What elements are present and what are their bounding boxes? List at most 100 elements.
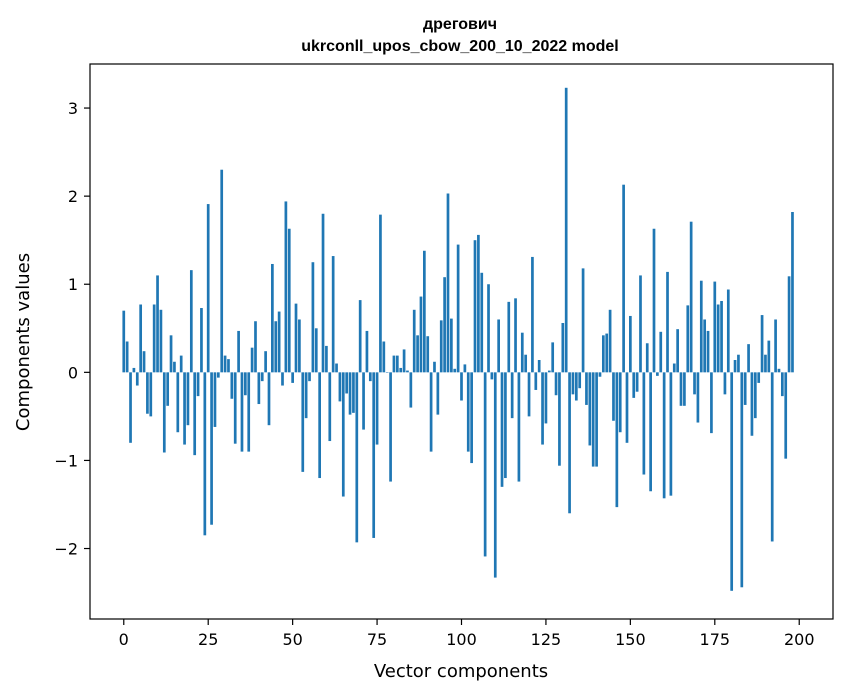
bar bbox=[395, 355, 399, 373]
bar bbox=[551, 342, 555, 373]
bar bbox=[304, 372, 308, 419]
bar bbox=[162, 372, 166, 453]
bar bbox=[473, 240, 477, 373]
bar bbox=[737, 354, 740, 373]
bar bbox=[419, 296, 423, 373]
bar bbox=[669, 372, 673, 496]
bar bbox=[537, 360, 541, 373]
bar bbox=[328, 372, 332, 442]
bar bbox=[710, 372, 713, 434]
bar bbox=[352, 372, 355, 413]
bar bbox=[460, 372, 463, 401]
bar bbox=[774, 319, 777, 373]
bar bbox=[318, 372, 321, 479]
bar bbox=[683, 372, 686, 406]
bar bbox=[676, 329, 679, 373]
bar bbox=[504, 372, 507, 479]
bar bbox=[423, 250, 426, 373]
bar bbox=[149, 372, 153, 417]
bar bbox=[480, 272, 484, 373]
bar bbox=[723, 372, 727, 395]
bar bbox=[189, 270, 193, 373]
bar bbox=[477, 234, 480, 373]
bar bbox=[666, 271, 669, 373]
bar bbox=[325, 345, 328, 373]
bar bbox=[645, 343, 649, 373]
bar bbox=[237, 330, 240, 373]
bar bbox=[612, 372, 615, 421]
bar bbox=[726, 289, 730, 373]
bar bbox=[375, 372, 379, 445]
bar bbox=[541, 372, 544, 445]
bar bbox=[335, 363, 338, 373]
bar bbox=[406, 370, 409, 373]
bar bbox=[578, 372, 582, 389]
bar bbox=[629, 315, 632, 373]
bar bbox=[787, 276, 791, 373]
bar bbox=[703, 319, 707, 373]
bar bbox=[230, 372, 234, 399]
bar bbox=[547, 370, 551, 373]
bar bbox=[591, 372, 595, 467]
bar bbox=[139, 304, 143, 373]
y-tick-label: 0 bbox=[68, 363, 78, 382]
bar bbox=[233, 372, 237, 444]
bar bbox=[206, 204, 210, 373]
y-tick-label: 2 bbox=[68, 187, 78, 206]
bar bbox=[132, 367, 136, 373]
bar bbox=[254, 321, 257, 373]
bar bbox=[500, 372, 504, 487]
bar bbox=[571, 372, 575, 395]
bar bbox=[247, 372, 251, 452]
bar bbox=[240, 372, 244, 452]
bar bbox=[122, 310, 126, 373]
bar bbox=[298, 319, 301, 373]
x-tick-label: 50 bbox=[282, 630, 302, 649]
bar bbox=[767, 340, 771, 373]
bar bbox=[392, 355, 396, 373]
bar bbox=[271, 263, 274, 373]
bar bbox=[260, 372, 264, 382]
x-tick-label: 125 bbox=[531, 630, 562, 649]
y-tick-label: −1 bbox=[54, 451, 78, 470]
bar bbox=[338, 372, 342, 402]
bar bbox=[186, 372, 190, 426]
bar bbox=[426, 336, 430, 373]
bar bbox=[733, 360, 737, 373]
bar bbox=[791, 212, 794, 373]
bar bbox=[693, 372, 696, 395]
bar bbox=[382, 341, 386, 373]
bar bbox=[497, 319, 500, 373]
bar bbox=[757, 372, 761, 383]
bar bbox=[183, 372, 186, 445]
bar bbox=[510, 372, 514, 419]
bar bbox=[216, 372, 220, 378]
bar bbox=[443, 277, 446, 373]
bar bbox=[750, 372, 754, 436]
bar bbox=[699, 280, 703, 373]
bar bbox=[656, 372, 659, 376]
bar bbox=[308, 372, 311, 382]
x-tick-label: 75 bbox=[367, 630, 387, 649]
bar bbox=[615, 372, 619, 508]
bar bbox=[291, 372, 294, 383]
bar bbox=[747, 344, 750, 373]
bar bbox=[463, 364, 467, 373]
bar bbox=[379, 214, 382, 373]
bar bbox=[625, 372, 629, 443]
bar bbox=[250, 347, 254, 373]
bar bbox=[466, 372, 470, 452]
bar bbox=[412, 309, 416, 373]
bar bbox=[588, 372, 592, 446]
bar bbox=[210, 372, 213, 525]
bar bbox=[753, 372, 757, 419]
bar bbox=[514, 298, 517, 373]
bar bbox=[730, 372, 734, 591]
bar bbox=[568, 372, 571, 514]
bar bbox=[652, 228, 656, 373]
bar bbox=[713, 281, 717, 373]
bar bbox=[409, 372, 413, 408]
bar bbox=[689, 221, 693, 373]
bar bbox=[716, 304, 720, 373]
bar bbox=[564, 87, 568, 373]
